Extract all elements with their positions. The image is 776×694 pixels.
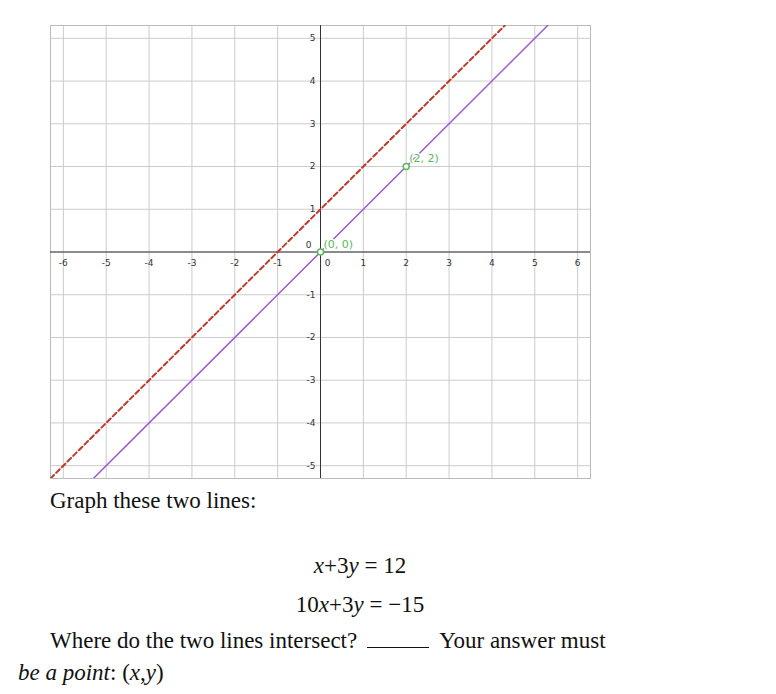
svg-text:-4: -4: [307, 418, 316, 428]
html-text:10 x +3 y = −15: 10 x +3 y = −15: [295, 592, 425, 617]
svg-text:3: 3: [446, 258, 452, 268]
html-text:x +3 y = 12: x +3 y = 12: [313, 553, 407, 578]
svg-text:2: 2: [310, 161, 316, 171]
svg-text:-1: -1: [273, 258, 282, 268]
svg-text:1: 1: [360, 258, 366, 268]
svg-text:(0, 0): (0, 0): [324, 238, 354, 251]
svg-text:2: 2: [403, 258, 409, 268]
svg-text:3: 3: [310, 119, 316, 129]
svg-text:-5: -5: [307, 461, 316, 471]
svg-text:5: 5: [532, 258, 538, 268]
html-text:Your answer must: Your answer must: [439, 628, 606, 653]
html-text:be a point: (x, y): be a point: (x, y): [18, 660, 164, 685]
html-text:Where do the two lines interse: Where do the two lines intersect?: [50, 628, 358, 653]
svg-text:(2, 2): (2, 2): [409, 152, 439, 165]
svg-text:6: 6: [575, 258, 581, 268]
svg-text:0: 0: [306, 240, 312, 250]
svg-text:-6: -6: [59, 258, 68, 268]
svg-text:4: 4: [310, 76, 316, 86]
svg-text:-4: -4: [145, 258, 154, 268]
html-text:Graph these two lines:: Graph these two lines:: [50, 488, 257, 513]
svg-text:1: 1: [310, 204, 316, 214]
svg-text:-3: -3: [187, 258, 196, 268]
svg-text:-2: -2: [307, 332, 316, 342]
svg-text:-3: -3: [307, 375, 316, 385]
svg-text:-1: -1: [307, 290, 316, 300]
svg-text:4: 4: [489, 258, 495, 268]
svg-text:-5: -5: [102, 258, 111, 268]
svg-text:5: 5: [310, 33, 316, 43]
svg-text:0: 0: [325, 258, 331, 268]
svg-text:-2: -2: [230, 258, 239, 268]
